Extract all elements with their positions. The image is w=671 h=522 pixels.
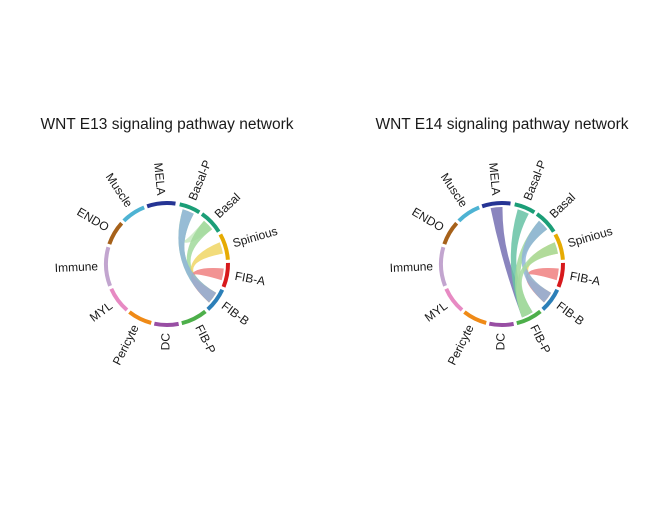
sector-arc-basal-p bbox=[179, 202, 201, 214]
panel-title: WNT E14 signaling pathway network bbox=[375, 116, 628, 133]
sector-arc-fib-b bbox=[206, 288, 225, 311]
chord-panel-e14: WNT E14 signaling pathway network Basal-… bbox=[375, 116, 628, 367]
sector-label: DC bbox=[158, 333, 172, 351]
sector-label: ENDO bbox=[409, 205, 446, 235]
sector-label: FIB-B bbox=[219, 299, 252, 328]
sector-arc-fib-b bbox=[541, 288, 560, 311]
sector-arc-muscle bbox=[122, 205, 145, 223]
chord-links bbox=[490, 206, 559, 318]
sector-label: Basal bbox=[212, 190, 243, 221]
sector-label: MELA bbox=[151, 162, 168, 196]
sector-label: Pericyte bbox=[110, 322, 142, 367]
sector-label: FIB-P bbox=[192, 322, 218, 356]
sector-arc-myl bbox=[109, 287, 129, 312]
sector-arc-fib-a bbox=[221, 262, 230, 288]
sector-label: MYL bbox=[87, 299, 115, 325]
sector-label: FIB-P bbox=[527, 322, 553, 356]
sector-arc-pericyte bbox=[463, 310, 487, 325]
chord-link bbox=[490, 206, 533, 318]
sector-arc-mela bbox=[146, 201, 176, 209]
sector-label: Basal-P bbox=[186, 158, 215, 202]
sector-arc-immune bbox=[104, 246, 112, 287]
chord-link bbox=[178, 209, 217, 303]
sector-label: MELA bbox=[486, 162, 503, 196]
sector-label: FIB-A bbox=[234, 269, 267, 288]
panel-title: WNT E13 signaling pathway network bbox=[40, 116, 293, 133]
chord-link bbox=[191, 268, 224, 303]
sector-label: Basal bbox=[547, 190, 578, 221]
sector-arc-fib-p bbox=[181, 309, 207, 326]
sector-label: ENDO bbox=[74, 205, 111, 235]
sector-label: DC bbox=[493, 333, 507, 351]
sector-arc-immune bbox=[439, 246, 447, 287]
sector-label: Immune bbox=[389, 259, 433, 275]
chord-link bbox=[521, 220, 552, 303]
sector-label: Spinious bbox=[231, 224, 279, 250]
sector-arc-spinious bbox=[218, 233, 230, 260]
sector-arc-basal bbox=[535, 212, 556, 233]
sector-label: Muscle bbox=[438, 170, 471, 210]
sector-label: Muscle bbox=[103, 170, 136, 210]
sector-arc-spinious bbox=[553, 233, 565, 260]
sector-arc-basal bbox=[200, 212, 221, 233]
chord-link bbox=[516, 242, 558, 318]
chord-panel-e13: WNT E13 signaling pathway network Basal-… bbox=[40, 116, 293, 367]
sector-arc-mela bbox=[481, 201, 511, 209]
sector-arc-dc bbox=[153, 321, 180, 327]
sector-label: Pericyte bbox=[445, 322, 477, 367]
sector-arc-fib-a bbox=[556, 262, 565, 288]
sector-label: Spinious bbox=[566, 224, 614, 250]
sector-arc-pericyte bbox=[128, 310, 152, 325]
sector-arc-basal-p bbox=[514, 202, 536, 214]
sector-label: MYL bbox=[422, 299, 450, 325]
chord-sectors bbox=[104, 201, 230, 327]
chord-link bbox=[526, 268, 559, 303]
sector-arc-muscle bbox=[457, 205, 480, 223]
sector-arc-endo bbox=[442, 221, 459, 245]
sector-arc-dc bbox=[488, 321, 515, 327]
sector-arc-myl bbox=[444, 287, 464, 312]
sector-arc-fib-p bbox=[516, 309, 542, 326]
sector-arc-endo bbox=[107, 221, 124, 245]
sector-label: Immune bbox=[54, 259, 98, 275]
sector-label: FIB-A bbox=[569, 269, 602, 288]
sector-label: Basal-P bbox=[521, 158, 550, 202]
chord-sectors bbox=[439, 201, 565, 327]
sector-label: FIB-B bbox=[554, 299, 587, 328]
chord-links bbox=[178, 209, 224, 303]
